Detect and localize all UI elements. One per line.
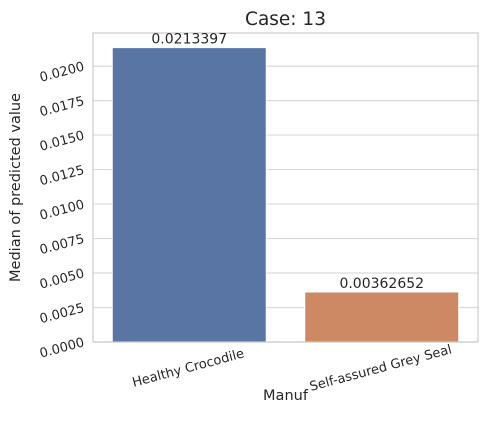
plot-frame — [92, 32, 479, 343]
x-tick-label: Self-assured Grey Seal — [308, 342, 453, 394]
x-tick-label: Healthy Crocodile — [131, 346, 246, 390]
bars — [111, 47, 460, 343]
y-tick-label: 0.0100 — [38, 197, 86, 223]
y-tick-label: 0.0200 — [38, 59, 86, 85]
x-tick-labels: Healthy Crocodile Self-assured Grey Seal — [131, 342, 454, 394]
y-tick-label: 0.0075 — [38, 232, 86, 258]
y-tick-label: 0.0000 — [38, 335, 86, 361]
y-tick-label: 0.0050 — [38, 266, 86, 292]
bar-2 — [304, 291, 460, 343]
y-tick-label: 0.0125 — [38, 163, 86, 189]
bar-1 — [111, 47, 267, 343]
y-tick-label: 0.0175 — [38, 94, 86, 120]
x-axis-label: Manuf — [263, 388, 309, 404]
y-tick-label: 0.0150 — [38, 128, 86, 154]
bar-value-label: 0.00362652 — [339, 276, 424, 292]
chart-title: Case: 13 — [245, 9, 326, 30]
y-tick-labels: 0.0000 0.0025 0.0050 0.0075 0.0100 0.0125 0.01… — [38, 59, 86, 361]
y-axis-label: Median of predicted value — [8, 93, 24, 282]
data-labels: 0.0213397 0.00362652 — [151, 32, 424, 292]
y-tick-label: 0.0025 — [38, 301, 86, 327]
bar-value-label: 0.0213397 — [151, 32, 227, 48]
